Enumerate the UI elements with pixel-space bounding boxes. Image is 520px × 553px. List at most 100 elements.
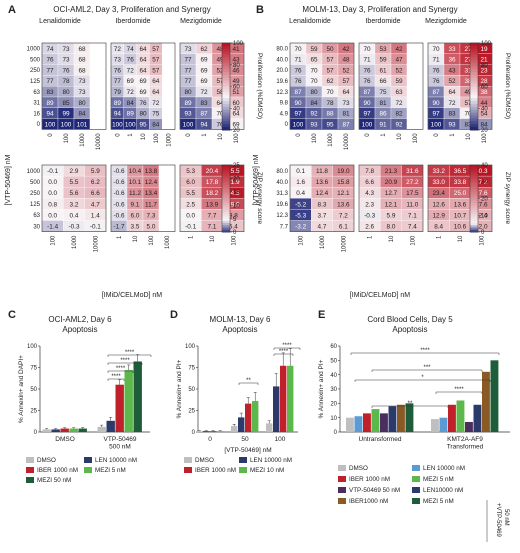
colorbar-step: [222, 54, 230, 58]
cell-value: 100: [183, 121, 194, 128]
colorbar-step: [470, 169, 478, 173]
cell-value: 80: [78, 100, 86, 107]
legend-swatch: [338, 476, 346, 482]
x-tick-label: 1: [368, 235, 374, 239]
colorbar-tick-label: 20: [233, 177, 240, 183]
cell-value: 5.6: [70, 190, 79, 197]
heatmap-block-mezigdomide: 73 62 48 41 77 69 49 43 77 69 52 46 77 69 57 49 80 72 58 51…: [179, 42, 245, 143]
cell-value: 10.1: [129, 179, 142, 186]
cell-value: 66: [379, 78, 387, 85]
y-tick-label: 0: [334, 430, 338, 436]
colorbar-step: [222, 106, 230, 111]
cell-value: 77: [184, 78, 192, 85]
heatmap-cell: [89, 107, 107, 119]
heatmap-cell: [162, 53, 176, 65]
cell-value: 84: [78, 111, 86, 118]
y-tick-label: 75: [188, 366, 195, 372]
colorbar-step: [470, 127, 478, 131]
cell-value: 78: [62, 78, 70, 85]
cell-value: -0.6: [113, 179, 124, 186]
y-tick-label: 16: [33, 111, 40, 117]
legend-label: MEZI 5 nM: [95, 467, 126, 474]
cell-value: 72: [395, 100, 403, 107]
colorbar-step: [470, 109, 478, 114]
cell-value: 69: [139, 89, 147, 96]
y-axis-label: % Annexin+ and PI+: [318, 359, 325, 418]
colorbar-step: [470, 191, 478, 195]
colorbar-step: [222, 187, 230, 191]
significance-label: ****: [420, 348, 430, 354]
significance-label: ****: [282, 343, 292, 349]
colorbar-step: [222, 43, 230, 47]
colorbar-tick-label: 20: [481, 128, 488, 134]
legend-label: IBER1000 nM: [349, 498, 388, 505]
cell-value: 93: [184, 111, 192, 118]
legend-bracket-label: 50 nM: [503, 509, 509, 526]
cell-value: 57: [152, 57, 160, 64]
x-tick-label: 10000: [93, 235, 99, 252]
bar: [371, 409, 380, 432]
heatmap-cell: [406, 118, 424, 130]
bar: [78, 428, 87, 432]
colorbar-step: [222, 127, 230, 131]
cell-value: 64: [342, 89, 350, 96]
cell-value: 0.0: [48, 212, 57, 219]
legend-swatch: [239, 457, 247, 463]
x-tick-label: 1: [381, 133, 387, 137]
colorbar-step: [222, 196, 230, 199]
colorbar-tick-label: 5: [233, 217, 237, 223]
cell-value: 11.7: [145, 201, 157, 208]
cell-value: 36.5: [454, 168, 467, 175]
y-tick-label: 20.0: [276, 68, 288, 74]
cell-value: 86: [379, 111, 387, 118]
colorbar-label: Proliferation (%DMSO): [504, 53, 511, 119]
colorbar-step: [470, 57, 478, 61]
cell-value: 0.8: [48, 201, 57, 208]
cell-value: 7.8: [365, 168, 374, 175]
x-tick-label: 1000: [165, 235, 171, 249]
cell-value: 62: [326, 78, 334, 85]
legend-swatch: [412, 487, 420, 493]
cell-value: 48: [216, 46, 224, 53]
cell-value: 100: [61, 121, 72, 128]
colorbar-step: [470, 51, 478, 56]
cell-value: 7.1: [408, 212, 417, 219]
y-tick-label: 12.3: [276, 90, 288, 96]
cell-value: -0.1: [47, 168, 58, 175]
cell-value: -0.6: [113, 212, 124, 219]
cell-value: 24.3: [227, 190, 240, 197]
panel-title-b: MOLM-13, Day 3, Proliferation and Synerg…: [302, 5, 457, 14]
cell-value: 76: [127, 57, 135, 64]
cell-value: 38: [464, 78, 472, 85]
bar: [363, 413, 371, 432]
cell-value: 11.2: [129, 190, 141, 197]
legend-label: LEN 10000 nM: [95, 457, 137, 464]
cell-value: 68: [78, 46, 86, 53]
significance-label: ***: [423, 365, 431, 371]
colorbar-step: [470, 178, 478, 182]
bar: [115, 384, 124, 432]
legend-label: DMSO: [37, 457, 56, 464]
cell-value: 8.4: [434, 223, 443, 230]
legend-label: MEZI 5 nM: [423, 476, 454, 483]
cell-value: 70: [310, 78, 318, 85]
cell-value: 13.9: [206, 201, 219, 208]
x-axis-label-a: [IMiD/CELMoD] nM: [102, 292, 162, 299]
cell-value: 57: [342, 78, 350, 85]
colorbar-tick-label: 20: [233, 128, 240, 134]
cell-value: 3.5: [131, 223, 140, 230]
colorbar-step: [470, 121, 478, 125]
cell-value: 11.8: [316, 168, 328, 175]
heatmap-cell: [89, 118, 107, 130]
colorbar-step: [470, 209, 478, 213]
x-tick-label: 1000: [328, 133, 334, 147]
cell-value: 76: [363, 67, 371, 74]
cell-value: 59: [395, 78, 403, 85]
x-tick-label: DMSO: [55, 436, 75, 443]
legend-label: LEN 10000 nM: [423, 465, 465, 472]
colorbar-step: [470, 189, 478, 193]
legend-label: LEN 10000 nM: [250, 457, 292, 464]
colorbar-step: [470, 103, 478, 108]
colorbar-label: ZIP synergy score: [504, 172, 511, 225]
